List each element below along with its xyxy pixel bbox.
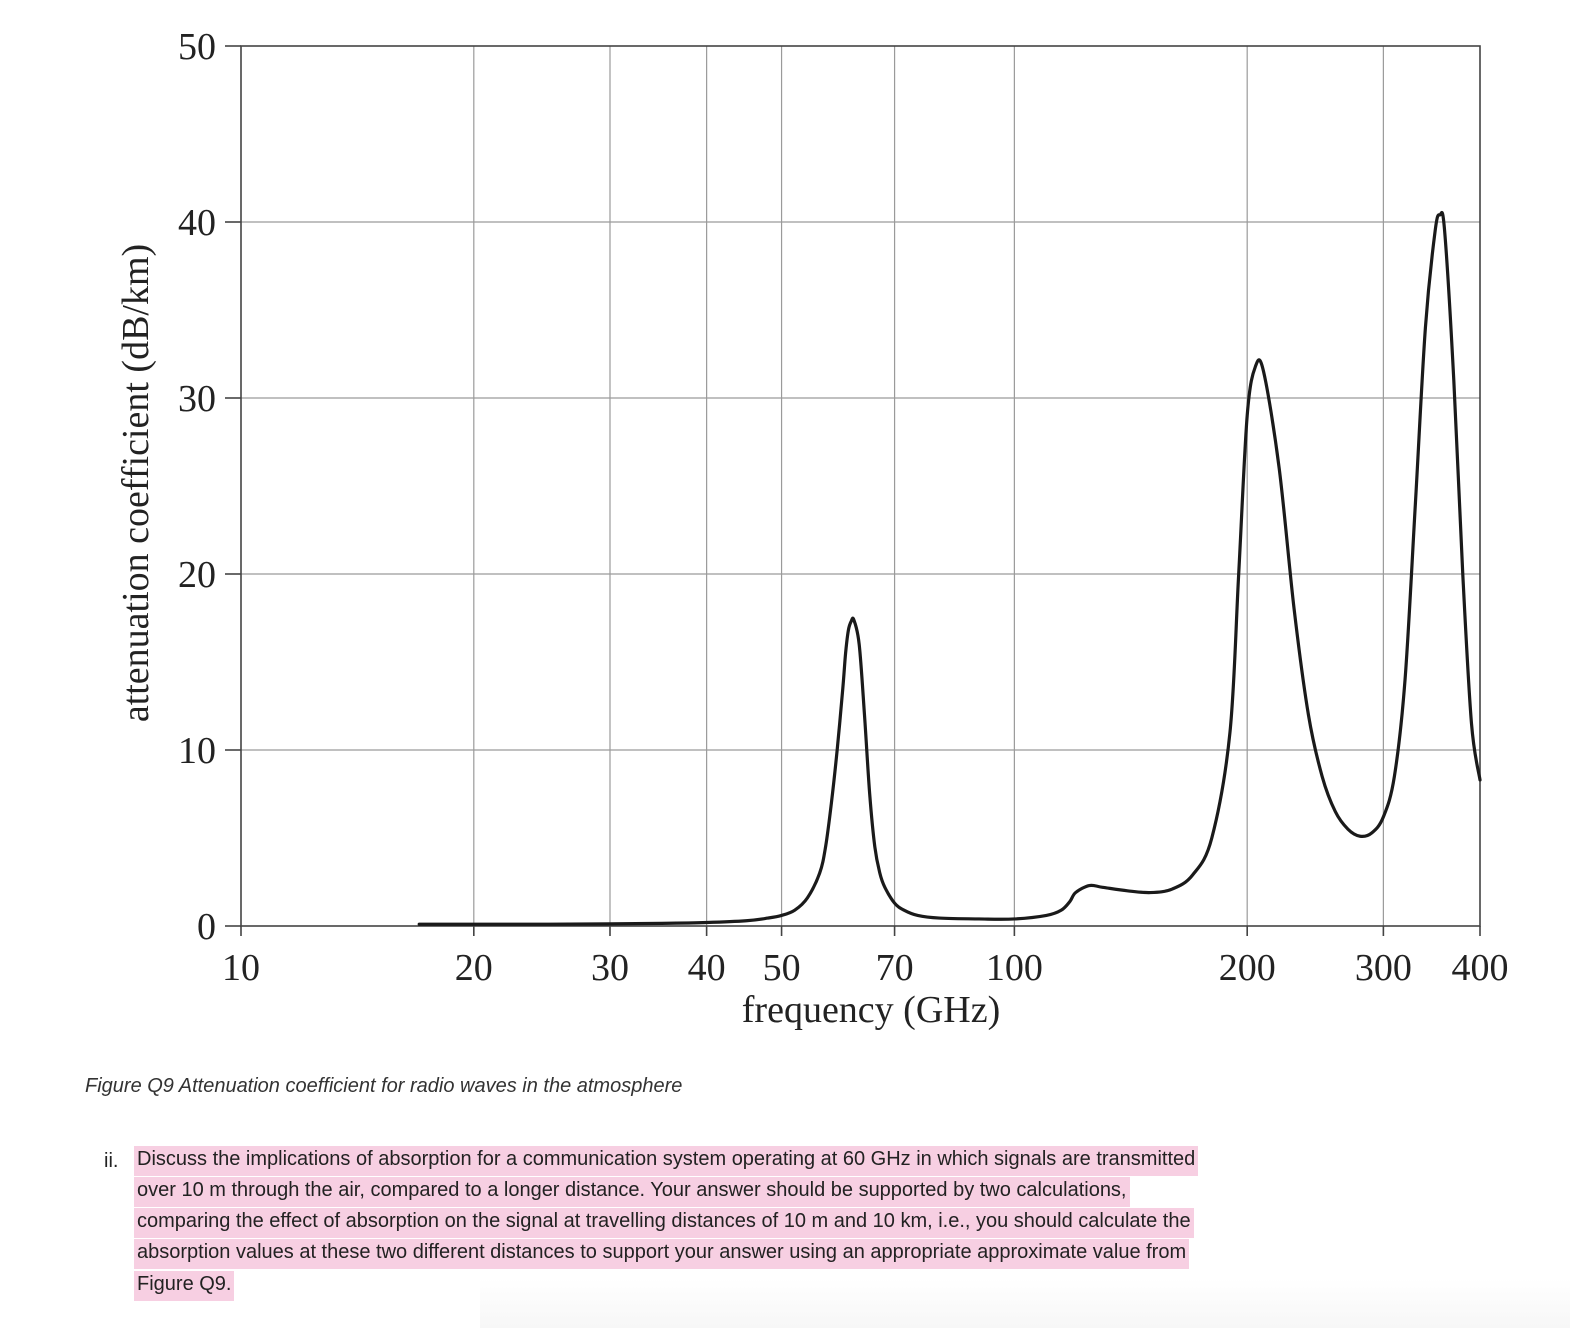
question-number: ii. <box>104 1150 119 1172</box>
x-axis-title: frequency (GHz) <box>742 989 1000 1031</box>
x-tick-label: 200 <box>1219 947 1276 989</box>
y-tick-label: 0 <box>197 906 216 948</box>
x-tick-label: 10 <box>222 947 260 989</box>
y-tick-label: 20 <box>178 554 216 596</box>
x-tick-label: 400 <box>1452 947 1509 989</box>
grid-layer <box>241 46 1480 926</box>
attenuation-curve <box>417 210 1482 926</box>
x-tick-label: 40 <box>688 947 726 989</box>
x-tick-label: 70 <box>876 947 914 989</box>
x-tick-label: 30 <box>591 947 629 989</box>
x-tick-label: 100 <box>986 947 1043 989</box>
x-tick-label: 300 <box>1355 947 1412 989</box>
question-line: over 10 m through the air, compared to a… <box>134 1177 1130 1207</box>
y-tick-label: 50 <box>178 26 216 68</box>
bottom-fade <box>480 1278 1570 1328</box>
x-tick-label: 50 <box>763 947 801 989</box>
y-axis-title: attenuation coefficient (dB/km) <box>115 244 157 722</box>
x-tick-label: 20 <box>455 947 493 989</box>
figure-caption: Figure Q9 Attenuation coefficient for ra… <box>85 1075 683 1097</box>
question-line: Figure Q9. <box>134 1271 235 1301</box>
y-tick-label: 30 <box>178 378 216 420</box>
y-tick-label: 10 <box>178 730 216 772</box>
plot-frame <box>240 45 1481 927</box>
question-line: Discuss the implications of absorption f… <box>134 1146 1199 1176</box>
y-tick-label: 40 <box>178 202 216 244</box>
question-line: absorption values at these two different… <box>134 1239 1190 1269</box>
question-line: comparing the effect of absorption on th… <box>134 1208 1194 1238</box>
